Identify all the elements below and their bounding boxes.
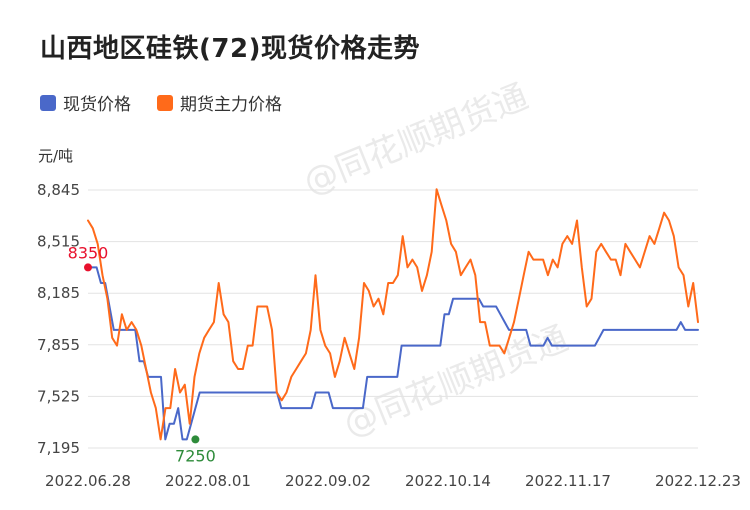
annotation-point: [191, 435, 200, 444]
annotation-label: 8350: [68, 243, 109, 262]
y-tick-label: 8,845: [37, 181, 80, 199]
y-tick-label: 7,855: [37, 336, 80, 354]
x-tick-label: 2022.06.28: [45, 472, 131, 490]
legend-swatch-futures: [157, 94, 173, 111]
y-tick-label: 7,525: [37, 387, 80, 405]
y-tick-label: 7,195: [37, 439, 80, 457]
legend-swatch-spot: [40, 94, 56, 111]
legend-item-futures[interactable]: 期货主力价格: [157, 90, 282, 115]
watermark-text: @同花顺期货通: [298, 77, 534, 203]
legend-label-spot: 现货价格: [63, 95, 131, 115]
spot-price-line: [87, 266, 699, 441]
x-tick-label: 2022.10.14: [405, 472, 491, 490]
x-tick-label: 2022.11.17: [525, 472, 611, 490]
x-tick-label: 2022.09.02: [285, 472, 371, 490]
x-tick-label: 2022.08.01: [165, 472, 251, 490]
y-tick-label: 8,185: [37, 284, 80, 302]
legend-item-spot[interactable]: 现货价格: [40, 90, 131, 115]
x-tick-label: 2022.12.23: [655, 472, 741, 490]
chart-title: 山西地区硅铁(72)现货价格走势: [40, 34, 420, 64]
watermark-text: @同花顺期货通: [338, 319, 574, 445]
y-axis-unit: 元/吨: [38, 147, 74, 165]
annotation-label: 7250: [175, 446, 216, 465]
legend: 现货价格 期货主力价格: [40, 90, 308, 115]
annotation-point: [84, 263, 92, 272]
futures-price-line: [87, 188, 699, 441]
y-tick-label: 8,515: [37, 233, 80, 251]
legend-label-futures: 期货主力价格: [180, 95, 282, 115]
